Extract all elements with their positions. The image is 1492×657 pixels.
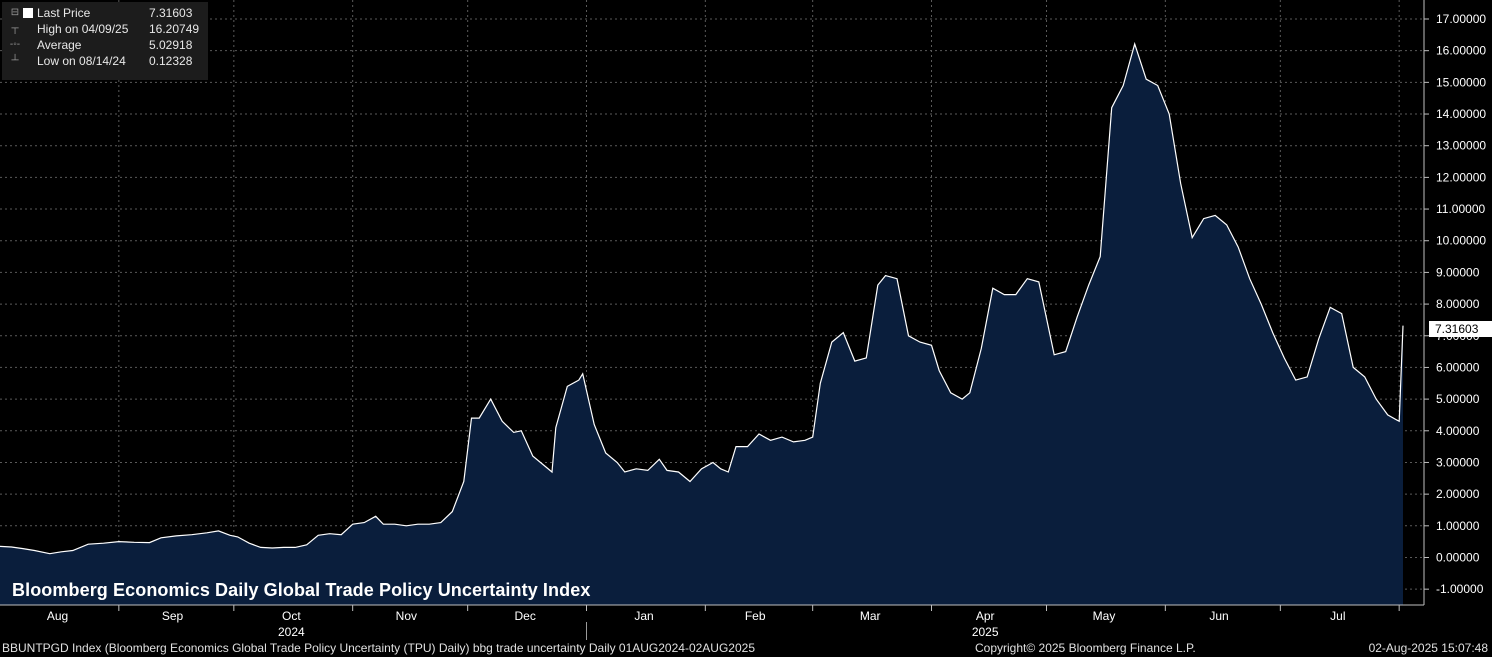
y-tick-label: 11.00000	[1436, 202, 1485, 216]
x-month-label: Nov	[396, 609, 417, 623]
y-tick-label: 8.00000	[1436, 297, 1480, 311]
y-tick-label: -1.00000	[1436, 582, 1484, 596]
legend-average-value: 5.02918	[149, 38, 193, 52]
y-axis-ticks: -1.00000 0.00000 1.00000 2.00000 3.00000 4.00…	[1424, 12, 1486, 596]
y-tick-label: 9.00000	[1436, 265, 1480, 279]
y-tick-label: 15.00000	[1436, 75, 1486, 89]
y-tick-label: 12.00000	[1436, 170, 1486, 184]
x-month-label: Oct	[282, 609, 301, 623]
legend-last-price: ⊟ Last Price 7.31603	[2, 5, 208, 21]
x-month-label: Apr	[976, 609, 995, 623]
y-tick-label: 14.00000	[1436, 107, 1486, 121]
y-tick-label: 3.00000	[1436, 455, 1480, 469]
x-month-label: Jul	[1330, 609, 1345, 623]
footer-ticker-description: BBUNTPGD Index (Bloomberg Economics Glob…	[2, 641, 755, 655]
x-month-label: Aug	[47, 609, 68, 623]
y-tick-label: 13.00000	[1436, 139, 1486, 153]
x-month-label: Feb	[745, 609, 766, 623]
last-price-tag: 7.31603	[1429, 321, 1492, 337]
y-tick-label: 17.00000	[1436, 12, 1486, 26]
y-tick-label: 0.00000	[1436, 550, 1480, 564]
y-tick-label: 6.00000	[1436, 360, 1480, 374]
y-tick-label: 10.00000	[1436, 234, 1486, 248]
legend-high-value: 16.20749	[149, 22, 200, 36]
chart-title: Bloomberg Economics Daily Global Trade P…	[12, 580, 591, 600]
x-axis-ticks	[118, 605, 1400, 611]
y-tick-label: 1.00000	[1436, 519, 1480, 533]
legend-last-value: 7.31603	[149, 6, 193, 20]
series-area	[0, 44, 1403, 605]
series-swatch-icon	[23, 8, 33, 18]
legend-low-value: 0.12328	[149, 54, 193, 68]
x-year-label: 2025	[972, 625, 999, 639]
low-marker-icon: ┴	[11, 55, 19, 66]
average-marker-icon: -◦-	[9, 39, 21, 50]
x-axis-labels: Aug Sep Oct Nov Dec Jan Feb Mar Apr May Jun Jul 2024…	[47, 609, 1346, 640]
legend-average-label: Average	[37, 38, 82, 52]
x-month-label: Jan	[634, 609, 653, 623]
legend-average: -◦- Average 5.02918	[2, 37, 208, 53]
legend-high-label: High on 04/09/25	[37, 22, 129, 36]
legend-box: ⊟ Last Price 7.31603 ┬ High on 04/09/25 …	[2, 2, 208, 80]
x-month-label: Dec	[514, 609, 535, 623]
legend-high: ┬ High on 04/09/25 16.20749	[2, 21, 208, 37]
y-tick-label: 4.00000	[1436, 424, 1480, 438]
x-month-label: Mar	[860, 609, 881, 623]
vertical-grid	[118, 0, 1400, 605]
high-marker-icon: ┬	[11, 23, 19, 34]
x-year-label: 2024	[278, 625, 305, 639]
x-month-label: May	[1093, 609, 1116, 623]
y-tick-label: 5.00000	[1436, 392, 1480, 406]
y-tick-label: 16.00000	[1436, 44, 1486, 58]
footer-bar: BBUNTPGD Index (Bloomberg Economics Glob…	[0, 640, 1492, 657]
footer-timestamp: 02-Aug-2025 15:07:48	[1368, 641, 1488, 655]
legend-low-label: Low on 08/14/24	[37, 54, 126, 68]
x-month-label: Sep	[162, 609, 184, 623]
y-tick-label: 2.00000	[1436, 487, 1480, 501]
legend-last-label: Last Price	[37, 6, 91, 20]
series-line	[0, 41, 1404, 555]
collapse-icon[interactable]: ⊟	[10, 7, 20, 18]
footer-copyright: Copyright© 2025 Bloomberg Finance L.P.	[975, 641, 1196, 655]
x-month-label: Jun	[1209, 609, 1228, 623]
legend-low: ┴ Low on 08/14/24 0.12328	[2, 53, 208, 69]
